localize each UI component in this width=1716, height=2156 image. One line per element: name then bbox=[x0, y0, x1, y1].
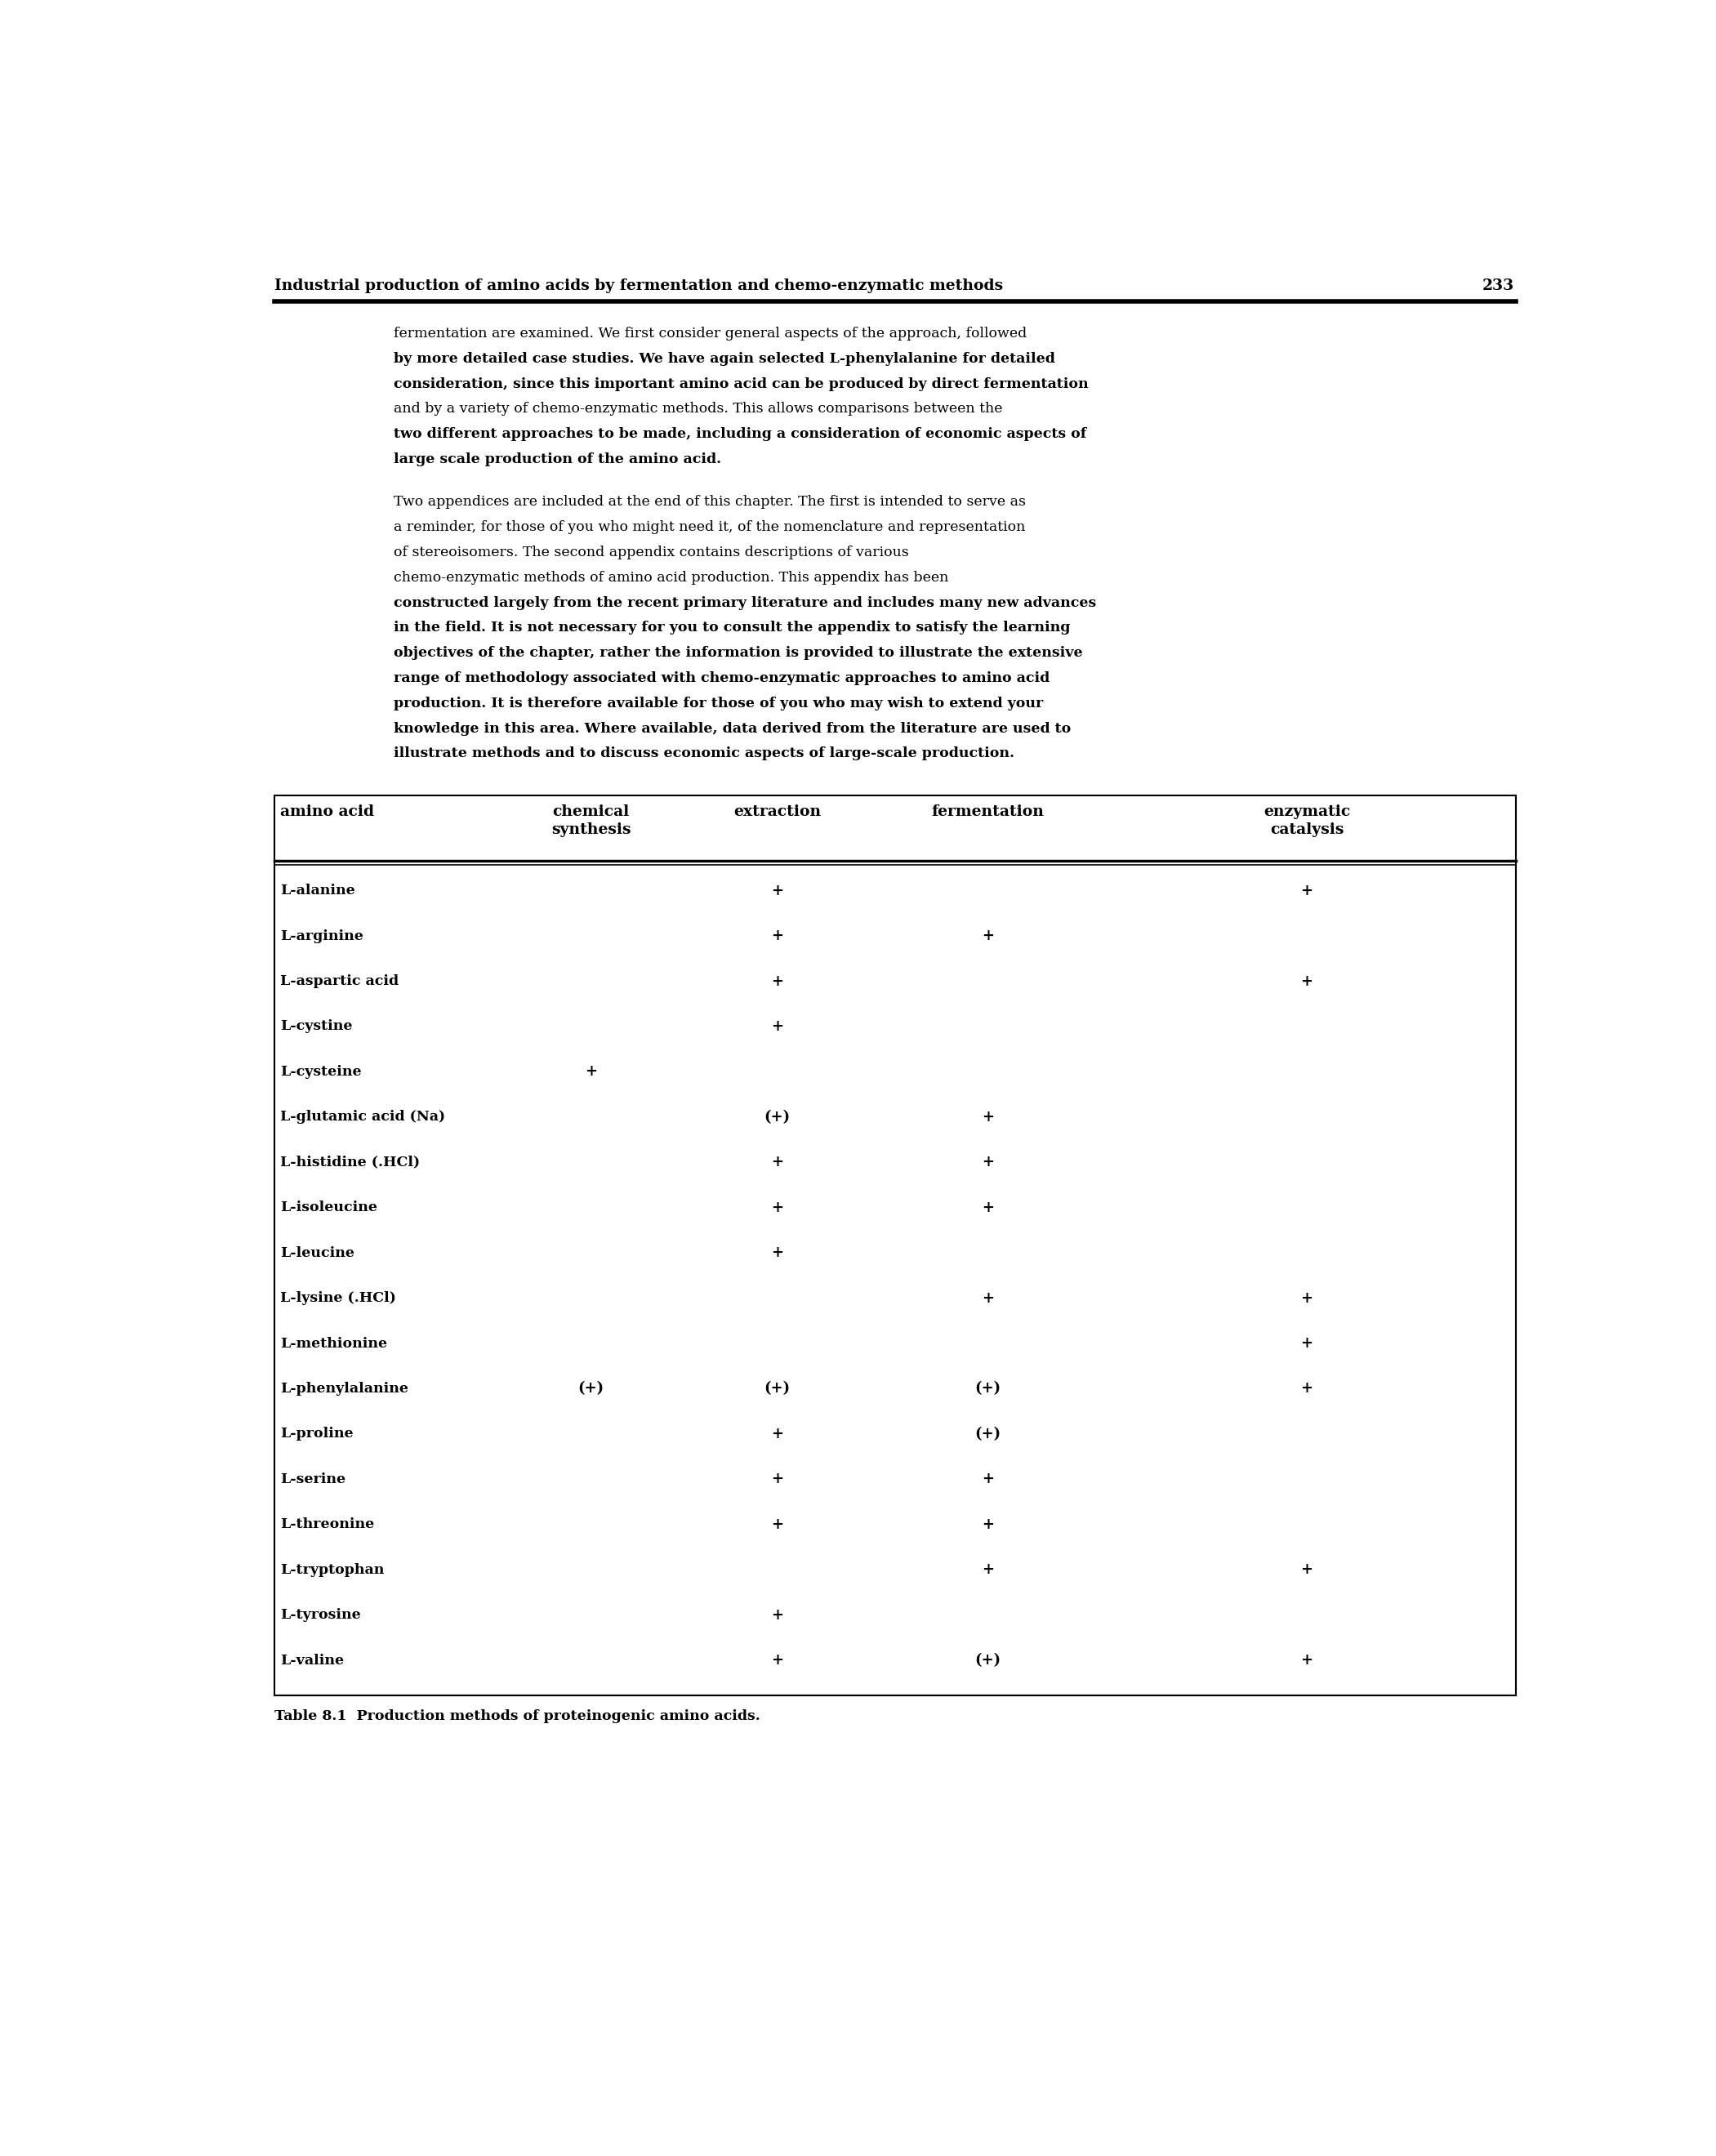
Text: (+): (+) bbox=[578, 1382, 604, 1397]
Text: +: + bbox=[982, 1156, 994, 1171]
Text: +: + bbox=[585, 1065, 597, 1080]
Text: L-phenylalanine: L-phenylalanine bbox=[280, 1382, 408, 1395]
Text: +: + bbox=[770, 1518, 784, 1533]
Text: +: + bbox=[1301, 1563, 1313, 1578]
Text: +: + bbox=[770, 1246, 784, 1261]
Text: amino acid: amino acid bbox=[280, 804, 374, 819]
Text: +: + bbox=[982, 1473, 994, 1488]
Text: objectives of the chapter, rather the information is provided to illustrate the : objectives of the chapter, rather the in… bbox=[393, 647, 1083, 660]
Text: L-cystine: L-cystine bbox=[280, 1020, 353, 1033]
Text: L-glutamic acid (Na): L-glutamic acid (Na) bbox=[280, 1110, 446, 1123]
Text: (+): (+) bbox=[975, 1654, 1000, 1669]
Text: Table 8.1  Production methods of proteinogenic amino acids.: Table 8.1 Production methods of proteino… bbox=[275, 1710, 760, 1723]
Text: L-valine: L-valine bbox=[280, 1654, 345, 1667]
Text: (+): (+) bbox=[764, 1110, 791, 1125]
Text: extraction: extraction bbox=[733, 804, 820, 819]
Text: production. It is therefore available for those of you who may wish to extend yo: production. It is therefore available fo… bbox=[393, 696, 1043, 709]
Text: +: + bbox=[770, 1427, 784, 1442]
Text: +: + bbox=[1301, 1291, 1313, 1307]
Text: +: + bbox=[982, 1291, 994, 1307]
Text: +: + bbox=[1301, 1382, 1313, 1397]
Text: L-cysteine: L-cysteine bbox=[280, 1065, 362, 1078]
Text: +: + bbox=[770, 1473, 784, 1488]
Text: consideration, since this important amino acid can be produced by direct ferment: consideration, since this important amin… bbox=[393, 377, 1088, 390]
Text: knowledge in this area. Where available, data derived from the literature are us: knowledge in this area. Where available,… bbox=[393, 722, 1071, 735]
Text: and by a variety of chemo-enzymatic methods. This allows comparisons between the: and by a variety of chemo-enzymatic meth… bbox=[393, 401, 1002, 416]
Text: (+): (+) bbox=[975, 1427, 1000, 1442]
Text: L-arginine: L-arginine bbox=[280, 929, 364, 942]
Text: L-leucine: L-leucine bbox=[280, 1246, 355, 1259]
Text: +: + bbox=[770, 1020, 784, 1035]
Text: +: + bbox=[982, 1563, 994, 1578]
Text: L-aspartic acid: L-aspartic acid bbox=[280, 975, 398, 987]
Text: range of methodology associated with chemo-enzymatic approaches to amino acid: range of methodology associated with che… bbox=[393, 671, 1050, 686]
Text: +: + bbox=[770, 884, 784, 899]
Text: (+): (+) bbox=[764, 1382, 791, 1397]
Text: L-isoleucine: L-isoleucine bbox=[280, 1201, 378, 1214]
Text: L-lysine (.HCl): L-lysine (.HCl) bbox=[280, 1291, 396, 1304]
Text: +: + bbox=[1301, 884, 1313, 899]
Text: L-tyrosine: L-tyrosine bbox=[280, 1608, 360, 1621]
Text: L-alanine: L-alanine bbox=[280, 884, 355, 897]
Text: +: + bbox=[770, 1654, 784, 1669]
Text: +: + bbox=[770, 1156, 784, 1171]
Text: +: + bbox=[1301, 1654, 1313, 1669]
Text: large scale production of the amino acid.: large scale production of the amino acid… bbox=[393, 453, 721, 466]
Text: fermentation are examined. We first consider general aspects of the approach, fo: fermentation are examined. We first cons… bbox=[393, 326, 1026, 341]
Text: 233: 233 bbox=[1483, 278, 1514, 293]
Text: by more detailed case studies. We have again selected L-phenylalanine for detail: by more detailed case studies. We have a… bbox=[393, 351, 1055, 367]
Text: L-tryptophan: L-tryptophan bbox=[280, 1563, 384, 1576]
Text: +: + bbox=[1301, 1337, 1313, 1352]
Text: L-histidine (.HCl): L-histidine (.HCl) bbox=[280, 1156, 420, 1169]
Text: +: + bbox=[982, 1201, 994, 1216]
Text: fermentation: fermentation bbox=[932, 804, 1045, 819]
Text: Two appendices are included at the end of this chapter. The first is intended to: Two appendices are included at the end o… bbox=[393, 496, 1026, 509]
Text: +: + bbox=[770, 1201, 784, 1216]
Text: +: + bbox=[770, 975, 784, 990]
Text: chemo-enzymatic methods of amino acid production. This appendix has been: chemo-enzymatic methods of amino acid pr… bbox=[393, 571, 949, 584]
Text: +: + bbox=[982, 1110, 994, 1125]
Text: +: + bbox=[1301, 975, 1313, 990]
Text: L-proline: L-proline bbox=[280, 1427, 353, 1440]
Text: L-threonine: L-threonine bbox=[280, 1518, 374, 1531]
Text: chemical
synthesis: chemical synthesis bbox=[551, 804, 631, 837]
Text: two different approaches to be made, including a consideration of economic aspec: two different approaches to be made, inc… bbox=[393, 427, 1086, 442]
Text: +: + bbox=[982, 929, 994, 944]
Text: enzymatic
catalysis: enzymatic catalysis bbox=[1263, 804, 1350, 837]
Text: L-serine: L-serine bbox=[280, 1473, 347, 1485]
Bar bbox=[275, 796, 1515, 1695]
Text: +: + bbox=[982, 1518, 994, 1533]
Text: a reminder, for those of you who might need it, of the nomenclature and represen: a reminder, for those of you who might n… bbox=[393, 520, 1024, 535]
Text: +: + bbox=[770, 929, 784, 944]
Text: Industrial production of amino acids by fermentation and chemo-enzymatic methods: Industrial production of amino acids by … bbox=[275, 278, 1002, 293]
Text: constructed largely from the recent primary literature and includes many new adv: constructed largely from the recent prim… bbox=[393, 595, 1097, 610]
Text: of stereoisomers. The second appendix contains descriptions of various: of stereoisomers. The second appendix co… bbox=[393, 545, 909, 558]
Text: in the field. It is not necessary for you to consult the appendix to satisfy the: in the field. It is not necessary for yo… bbox=[393, 621, 1071, 634]
Text: L-methionine: L-methionine bbox=[280, 1337, 388, 1350]
Text: illustrate methods and to discuss economic aspects of large-scale production.: illustrate methods and to discuss econom… bbox=[393, 746, 1014, 761]
Text: (+): (+) bbox=[975, 1382, 1000, 1397]
Text: +: + bbox=[770, 1608, 784, 1623]
